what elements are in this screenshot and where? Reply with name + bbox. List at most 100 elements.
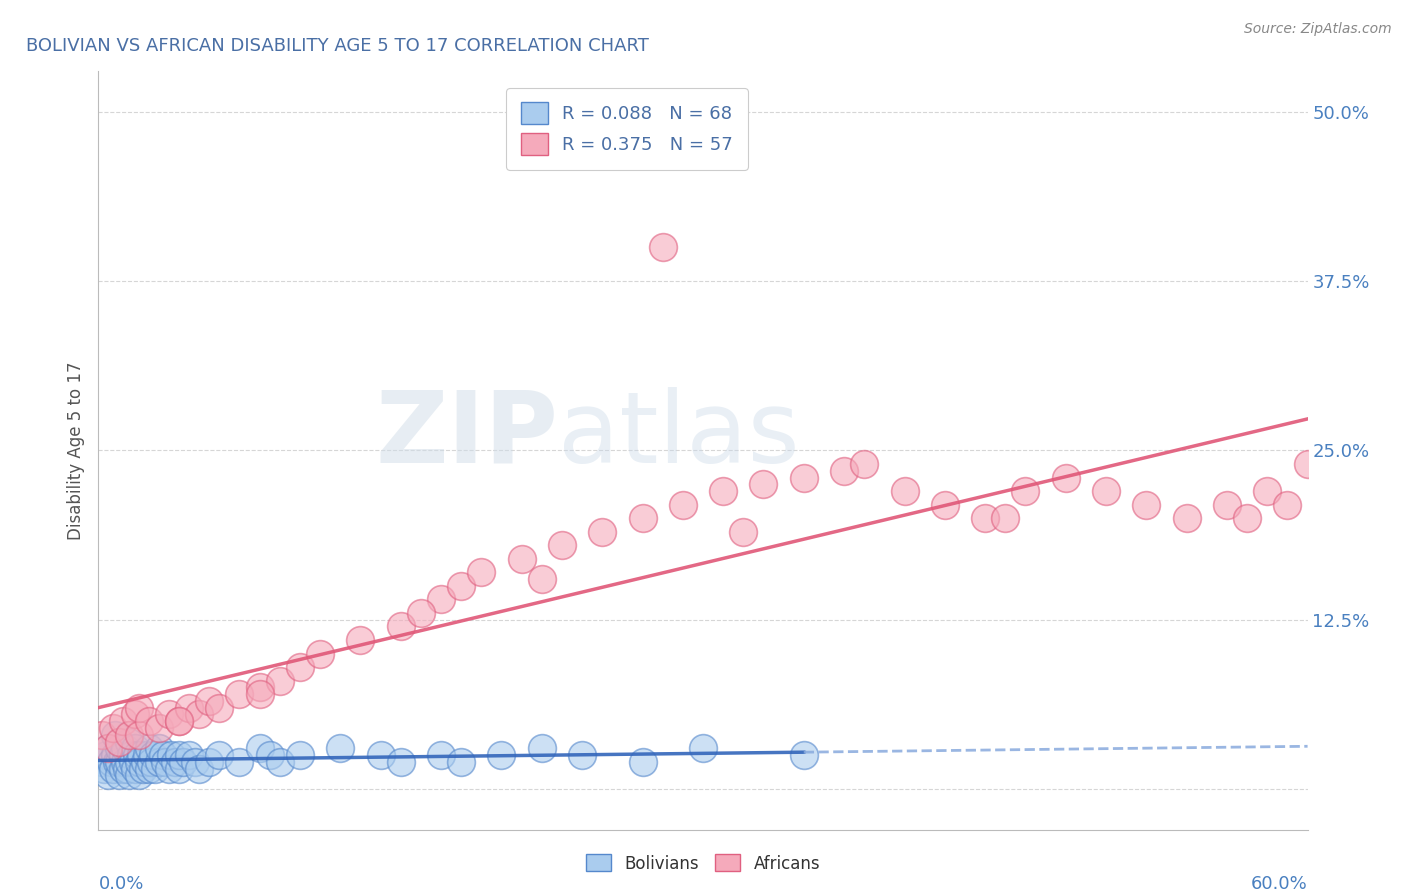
Point bbox=[1095, 484, 1118, 499]
Point bbox=[470, 566, 492, 580]
Point bbox=[118, 755, 141, 769]
Point bbox=[128, 728, 150, 742]
Point bbox=[160, 748, 183, 763]
Point bbox=[107, 768, 129, 782]
Point bbox=[651, 240, 673, 254]
Point bbox=[450, 755, 472, 769]
Point bbox=[167, 714, 190, 729]
Point bbox=[409, 606, 432, 620]
Point bbox=[138, 741, 160, 756]
Point bbox=[125, 748, 148, 763]
Point bbox=[100, 755, 122, 769]
Point bbox=[167, 762, 190, 776]
Point bbox=[994, 511, 1017, 525]
Point bbox=[288, 660, 311, 674]
Point bbox=[974, 511, 997, 525]
Point bbox=[120, 748, 142, 763]
Point bbox=[1135, 498, 1157, 512]
Legend: R = 0.088   N = 68, R = 0.375   N = 57: R = 0.088 N = 68, R = 0.375 N = 57 bbox=[506, 88, 748, 170]
Point bbox=[711, 484, 734, 499]
Point bbox=[118, 728, 141, 742]
Point bbox=[128, 755, 150, 769]
Point bbox=[153, 755, 176, 769]
Point bbox=[389, 619, 412, 633]
Text: 60.0%: 60.0% bbox=[1251, 875, 1308, 892]
Point bbox=[93, 762, 115, 776]
Point bbox=[132, 762, 155, 776]
Point bbox=[1175, 511, 1198, 525]
Point bbox=[148, 741, 170, 756]
Point bbox=[228, 755, 250, 769]
Point bbox=[124, 741, 146, 756]
Point bbox=[143, 762, 166, 776]
Text: ZIP: ZIP bbox=[375, 387, 558, 483]
Point bbox=[167, 714, 190, 729]
Point bbox=[692, 741, 714, 756]
Point bbox=[148, 721, 170, 735]
Point bbox=[115, 762, 138, 776]
Point bbox=[135, 748, 157, 763]
Point bbox=[148, 755, 170, 769]
Point bbox=[491, 748, 513, 763]
Point bbox=[179, 748, 201, 763]
Point bbox=[269, 755, 291, 769]
Point bbox=[672, 498, 695, 512]
Point bbox=[124, 707, 146, 722]
Point bbox=[1054, 470, 1077, 484]
Point bbox=[96, 748, 118, 763]
Point bbox=[1216, 498, 1239, 512]
Point bbox=[118, 768, 141, 782]
Text: BOLIVIAN VS AFRICAN DISABILITY AGE 5 TO 17 CORRELATION CHART: BOLIVIAN VS AFRICAN DISABILITY AGE 5 TO … bbox=[25, 37, 648, 54]
Point bbox=[591, 524, 613, 539]
Point bbox=[370, 748, 392, 763]
Point bbox=[450, 579, 472, 593]
Point bbox=[1256, 484, 1278, 499]
Point bbox=[138, 714, 160, 729]
Point bbox=[101, 721, 124, 735]
Point bbox=[530, 741, 553, 756]
Point bbox=[631, 511, 654, 525]
Point bbox=[163, 755, 186, 769]
Point bbox=[198, 694, 221, 708]
Point bbox=[107, 741, 129, 756]
Point bbox=[288, 748, 311, 763]
Point bbox=[129, 748, 152, 763]
Point bbox=[571, 748, 593, 763]
Point bbox=[198, 755, 221, 769]
Point bbox=[1014, 484, 1036, 499]
Point bbox=[934, 498, 956, 512]
Point bbox=[179, 700, 201, 714]
Point bbox=[157, 762, 180, 776]
Point bbox=[134, 755, 156, 769]
Point bbox=[103, 748, 125, 763]
Point bbox=[752, 477, 775, 491]
Point bbox=[91, 728, 114, 742]
Point bbox=[249, 681, 271, 695]
Point bbox=[114, 741, 136, 756]
Point bbox=[111, 748, 134, 763]
Point bbox=[1296, 457, 1319, 471]
Point bbox=[97, 741, 120, 756]
Point bbox=[138, 762, 160, 776]
Point bbox=[121, 755, 143, 769]
Point bbox=[111, 762, 134, 776]
Text: Source: ZipAtlas.com: Source: ZipAtlas.com bbox=[1244, 22, 1392, 37]
Point bbox=[101, 762, 124, 776]
Point bbox=[105, 755, 128, 769]
Point bbox=[91, 755, 114, 769]
Point bbox=[128, 700, 150, 714]
Point bbox=[111, 714, 134, 729]
Point bbox=[139, 755, 162, 769]
Point bbox=[172, 755, 194, 769]
Point bbox=[249, 687, 271, 701]
Point bbox=[228, 687, 250, 701]
Y-axis label: Disability Age 5 to 17: Disability Age 5 to 17 bbox=[66, 361, 84, 540]
Point bbox=[152, 748, 174, 763]
Point bbox=[430, 748, 453, 763]
Point bbox=[128, 768, 150, 782]
Point bbox=[208, 700, 231, 714]
Point bbox=[259, 748, 281, 763]
Point bbox=[249, 741, 271, 756]
Point bbox=[107, 734, 129, 748]
Point bbox=[853, 457, 876, 471]
